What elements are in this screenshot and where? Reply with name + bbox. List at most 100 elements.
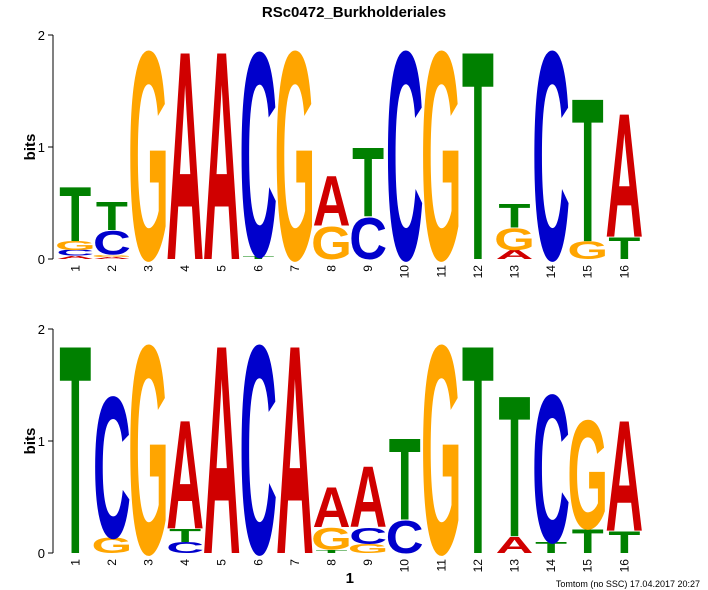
bottom-logo-pos2-letter-G: G [92,534,133,558]
bottom-logo-position-label: 13 [508,559,522,573]
top-logo-y-label: bits [22,134,39,161]
top-logo-pos1-letter-G: G [55,239,96,253]
bottom-logo-pos10-letter-T: T [389,415,421,545]
bottom-logo-pos14-letter-C: C [532,350,570,587]
bottom-logo-y-tick-label: 2 [38,322,45,337]
top-logo-y-tick-label: 1 [38,140,45,155]
top-logo-pos15-letter-G: G [567,237,608,265]
top-logo-position-label: 13 [508,265,522,279]
top-logo-pos16-letter-A: A [605,77,643,275]
bottom-logo-x-label: 1 [346,570,354,587]
bottom-logo-pos13-letter-T: T [499,354,531,580]
top-logo-pos2-letter-C: C [93,224,131,262]
bottom-logo-position-label: 4 [178,559,192,566]
bottom-logo-position-label: 6 [251,559,265,566]
top-logo-pos3-letter-G: G [128,0,169,323]
bottom-logo-pos8-letter-T: T [316,549,348,554]
bottom-logo-pos3-letter-G: G [128,284,169,590]
top-logo-pos7-letter-G: G [275,0,316,323]
top-logo-pos9-letter-C: C [349,205,387,272]
bottom-logo-pos9-letter-C: C [349,523,387,549]
top-logo-pos16-letter-T: T [608,232,640,267]
bottom-logo-pos8-letter-A: A [313,475,351,540]
bottom-logo-pos16-letter-T: T [608,526,640,561]
bottom-logo-position-label: 7 [288,559,302,566]
top-logo-position-label: 8 [325,265,339,272]
top-logo-pos1-letter-C: C [56,249,94,258]
bottom-logo-position-label: 15 [581,559,595,573]
chart-title: RSc0472_Burkholderiales [262,4,446,21]
top-logo-pos12-letter-T: T [462,0,494,323]
top-logo-position-label: 10 [398,265,412,279]
top-logo-position-label: 6 [251,265,265,272]
top-logo-position-label: 16 [617,265,631,279]
top-logo-position-label: 9 [361,265,375,272]
bottom-logo-y-tick-label: 0 [38,546,45,561]
top-logo-pos5-letter-A: A [203,0,241,323]
top-logo-position-label: 4 [178,265,192,272]
top-logo-pos1-letter-T: T [59,172,91,259]
bottom-logo-pos15-letter-T: T [572,523,604,561]
top-logo-y-tick-label: 2 [38,28,45,43]
top-logo-pos6-letter-C: C [239,0,277,318]
bottom-logo-pos14-letter-T: T [535,539,568,556]
top-logo-pos4-letter-A: A [166,0,204,323]
bottom-logo-pos5-letter-A: A [203,284,241,590]
top-logo-position-label: 3 [142,265,156,272]
bottom-logo-position-label: 8 [325,559,339,566]
bottom-logo-pos9-letter-G: G [348,542,389,556]
top-logo-pos11-letter-G: G [421,0,462,323]
top-logo-position-label: 15 [581,265,595,279]
top-logo-pos13-letter-G: G [494,223,535,258]
bottom-logo-pos4-letter-T: T [169,525,201,546]
top-logo-pos15-letter-T: T [572,55,604,285]
bottom-logo-pos13-letter-A: A [496,532,534,558]
top-logo-pos8-letter-G: G [311,217,352,270]
bottom-logo-pos10-letter-C: C [386,511,424,564]
top-logo-position-label: 5 [215,265,229,272]
bottom-logo-position-label: 14 [544,559,558,573]
top-logo-pos2-letter-T: T [96,194,128,239]
bottom-logo-position-label: 11 [434,559,448,572]
top-logo-pos10-letter-C: C [386,0,424,323]
top-logo-pos2-letter-G: G [92,254,133,258]
top-logo-position-label: 1 [68,265,82,272]
top-logo-pos1-letter-A: A [56,255,94,260]
top-logo-pos6-letter-T: T [242,255,274,260]
bottom-logo-pos8-letter-G: G [311,522,352,557]
bottom-logo-pos16-letter-A: A [605,388,643,565]
bottom-logo-position-label: 5 [215,559,229,566]
bottom-logo-pos7-letter-A: A [276,284,314,590]
bottom-logo-y-label: bits [22,428,39,455]
footer-text: Tomtom (no SSC) 17.04.2017 20:27 [556,579,700,589]
top-logo-pos2-letter-A: A [93,256,131,260]
top-logo-position-label: 7 [288,265,302,272]
top-logo-pos9-letter-T: T [352,126,384,237]
top-logo-position-label: 14 [544,265,558,279]
bottom-logo-position-label: 16 [617,559,631,573]
top-logo-position-label: 2 [105,265,119,272]
top-logo-pos13-letter-A: A [496,248,534,262]
bottom-logo-pos15-letter-G: G [567,388,608,562]
bottom-logo-pos1-letter-T: T [59,284,91,590]
top-logo-pos8-letter-A: A [313,161,351,241]
bottom-logo-pos6-letter-C: C [239,284,277,590]
bottom-logo-pos4-letter-A: A [166,388,204,562]
bottom-logo-position-label: 10 [398,559,412,573]
top-logo-pos14-letter-C: C [532,0,570,323]
bottom-logo-pos11-letter-G: G [421,284,462,590]
top-logo-position-label: 12 [471,265,485,279]
bottom-logo-pos4-letter-C: C [166,539,204,556]
bottom-logo-y-tick-label: 1 [38,434,45,449]
bottom-logo-position-label: 9 [361,559,375,566]
bottom-logo-position-label: 12 [471,559,485,573]
bottom-logo-position-label: 3 [142,559,156,566]
top-logo-position-label: 11 [434,265,448,278]
bottom-logo-pos12-letter-T: T [462,284,494,590]
bottom-logo-position-label: 2 [105,559,119,566]
bottom-logo-pos2-letter-C: C [93,355,131,581]
bottom-logo-pos9-letter-A: A [349,450,387,547]
top-logo-y-tick-label: 0 [38,252,45,267]
